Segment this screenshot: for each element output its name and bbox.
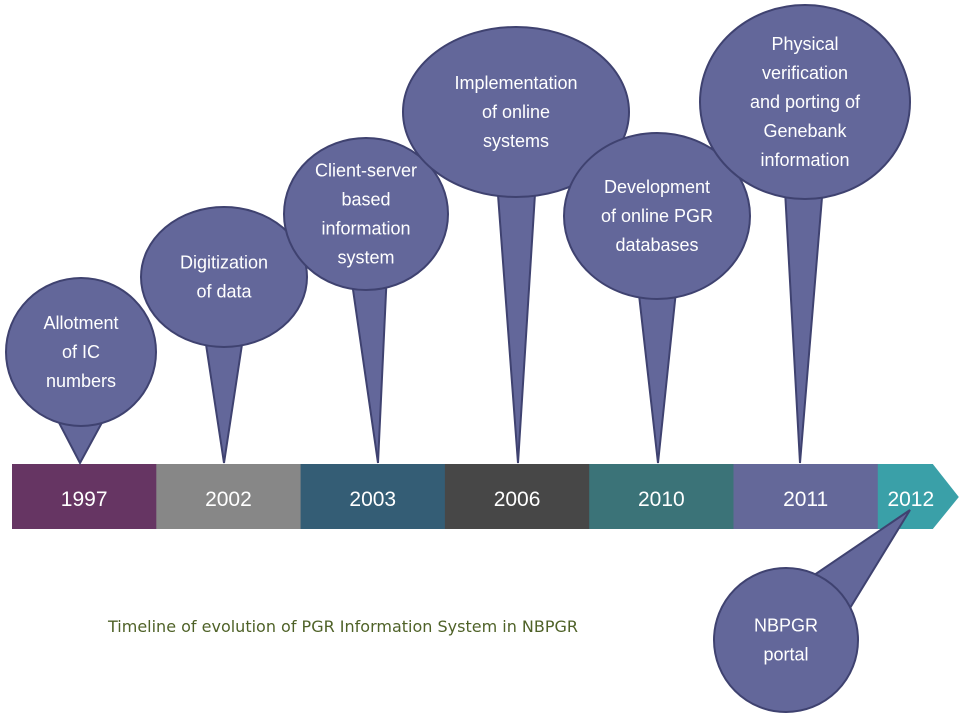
year-label: 2011: [783, 488, 828, 511]
year-label: 2006: [494, 488, 541, 511]
milestone-callout-2006: Implementation of online systems: [402, 26, 630, 464]
timeline-segment: [12, 464, 157, 529]
callout-text-line: of online PGR: [601, 206, 713, 226]
callout-text-line: and porting of: [750, 92, 861, 112]
callout-bubble: [713, 567, 859, 713]
callout-text-line: databases: [615, 235, 698, 255]
callout-bubble: [402, 26, 630, 198]
callout-bubble: [5, 277, 157, 427]
callout-text-line: information: [760, 150, 849, 170]
callout-text-line: of online: [482, 102, 550, 122]
timeline-segment: [444, 464, 590, 529]
milestone-callout-2002: Digitization of data: [140, 206, 308, 464]
timeline-segment-arrow: [877, 464, 959, 529]
callout-text-line: Genebank: [763, 121, 847, 141]
callout-bubble: [283, 137, 449, 291]
milestone-callout-2011: Physical verification and porting of Geneba…: [699, 4, 911, 464]
milestone-callout-2012: NBPGR portal: [713, 509, 911, 713]
callout-text-line: of data: [196, 282, 252, 302]
year-label: 2012: [887, 488, 934, 511]
milestone-callout-2003: Client-server based information system: [283, 137, 449, 464]
year-label: 1997: [61, 488, 108, 511]
callout-pointer: [496, 183, 537, 464]
callout-text-line: verification: [762, 63, 848, 83]
callout-bubble: [140, 206, 308, 348]
callout-text-line: Allotment: [43, 313, 118, 333]
callout-text-line: system: [337, 248, 394, 268]
milestone-callout-2010: Development of online PGR databases: [563, 132, 751, 464]
callout-text-line: Client-server: [315, 161, 417, 181]
callout-text-line: systems: [483, 131, 549, 151]
callout-text-line: portal: [763, 645, 808, 665]
callout-pointer: [783, 183, 825, 464]
callout-text-line: Physical: [771, 34, 838, 54]
year-label: 2010: [638, 488, 685, 511]
year-label: 2003: [349, 488, 396, 511]
timeline-bar: 1997 2002 2003 2006 2010 2011 2012: [12, 464, 959, 529]
callout-text-line: numbers: [46, 371, 116, 391]
caption: Timeline of evolution of PGR Information…: [108, 617, 579, 636]
timeline-segment: [156, 464, 302, 529]
callout-pointer: [203, 335, 245, 464]
callout-text-line: Digitization: [180, 253, 268, 273]
callout-text-line: Implementation: [454, 73, 577, 93]
callout-bubble: [563, 132, 751, 300]
callout-pointer: [350, 276, 388, 464]
callout-text-line: NBPGR: [754, 616, 818, 636]
timeline-segment: [589, 464, 734, 529]
year-label: 2002: [205, 488, 252, 511]
callout-text-line: Development: [604, 177, 710, 197]
timeline-segment: [300, 464, 446, 529]
callout-text-line: of IC: [62, 342, 100, 362]
callout-text-line: based: [341, 190, 390, 210]
callout-pointer: [636, 285, 678, 464]
callout-text-line: information: [321, 219, 410, 239]
callout-bubble: [699, 4, 911, 200]
milestone-callout-1997: Allotment of IC numbers: [5, 277, 157, 466]
timeline-segment: [733, 464, 879, 529]
